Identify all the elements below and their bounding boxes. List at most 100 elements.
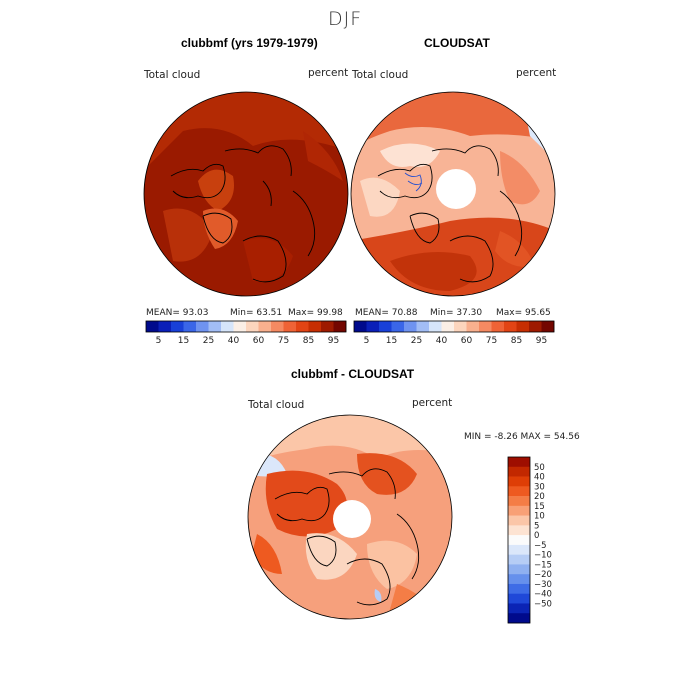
colorbar-tick-label: 60 [461, 336, 473, 346]
colorbar-tick-label: 10 [534, 512, 545, 522]
colorbar-swatch [308, 321, 322, 332]
colorbar-tick-label: 85 [303, 336, 314, 346]
colorbar-tick-label: 95 [536, 336, 547, 346]
colorbar-swatch [404, 321, 417, 332]
stat-max: Max= 99.98 [288, 308, 343, 318]
colorbar-swatch [508, 583, 530, 595]
colorbar-swatch [429, 321, 442, 332]
units-label: percent [308, 67, 349, 79]
panel-title-model: clubbmf (yrs 1979-1979) [181, 36, 318, 50]
stat-min: Min= 37.30 [430, 308, 483, 318]
colorbar-swatch [508, 564, 530, 575]
colorbar-swatch [258, 321, 272, 332]
colorbar-tick-label: −10 [534, 551, 552, 561]
colorbar-swatch [516, 321, 530, 332]
colorbar-swatch [541, 321, 555, 332]
colorbar-tick-label: 20 [534, 492, 545, 502]
colorbar-swatch [479, 321, 492, 332]
page-title: DJF [328, 8, 363, 30]
units-label: percent [516, 67, 557, 79]
colorbar-swatch [391, 321, 405, 332]
colorbar-swatch [183, 321, 197, 332]
colorbar-model: 5 15 25 40 60 75 85 95 [145, 320, 347, 346]
colorbar-swatch [271, 321, 284, 332]
colorbar-swatch [466, 321, 480, 332]
colorbar-swatch [508, 457, 530, 468]
colorbar-tick-label: 5 [534, 521, 539, 531]
colorbar-swatch [508, 603, 530, 614]
colorbar-tick-label: 95 [328, 336, 339, 346]
colorbar-swatch [454, 321, 467, 332]
colorbar-tick-label: −20 [534, 570, 552, 580]
colorbar-swatch [416, 321, 430, 332]
variable-label: Total cloud [352, 69, 409, 81]
colorbar-tick-label: 75 [486, 336, 497, 346]
stat-mean: MEAN= 70.88 [355, 308, 418, 318]
colorbar-tick-label: 40 [534, 473, 545, 483]
colorbar-swatch [321, 321, 334, 332]
colorbar-tick-label: 5 [156, 336, 162, 346]
colorbar-tick-label: 25 [411, 336, 422, 346]
colorbar-tick-label: −40 [534, 590, 552, 600]
colorbar-swatch [508, 574, 530, 585]
colorbar-tick-label: 75 [278, 336, 289, 346]
polar-map-diff [247, 414, 453, 620]
colorbar-tick-label: −30 [534, 580, 552, 590]
colorbar-swatch [508, 496, 530, 507]
variable-label: Total cloud [248, 399, 305, 411]
colorbar-swatch [508, 544, 530, 555]
colorbar-swatch [283, 321, 297, 332]
colorbar-swatch [491, 321, 505, 332]
colorbar-tick-label: 30 [534, 482, 545, 492]
colorbar-tick-label: 15 [178, 336, 189, 346]
polar-map-model [143, 91, 349, 297]
colorbar-tick-label: 50 [534, 463, 545, 473]
colorbar-tick-label: −15 [534, 560, 552, 570]
colorbar-swatch [508, 525, 530, 536]
colorbar-swatch [296, 321, 309, 332]
colorbar-swatch [508, 466, 530, 477]
variable-label: Total cloud [144, 69, 201, 81]
colorbar-swatch [146, 321, 159, 332]
colorbar-tick-label: 85 [511, 336, 522, 346]
colorbar-swatch [233, 321, 247, 332]
colorbar-swatch [366, 321, 380, 332]
colorbar-swatch [441, 321, 455, 332]
stat-minmax: MIN = -8.26 MAX = 54.56 [464, 432, 580, 442]
colorbar-tick-label: 40 [436, 336, 448, 346]
polar-map-obs [350, 91, 556, 297]
colorbar-swatch [504, 321, 517, 332]
colorbar-swatch [333, 321, 347, 332]
stat-max: Max= 95.65 [496, 308, 551, 318]
colorbar-swatch [158, 321, 172, 332]
colorbar-swatch [221, 321, 234, 332]
colorbar-swatch [508, 505, 530, 516]
colorbar-swatch [196, 321, 209, 332]
colorbar-tick-label: 5 [364, 336, 370, 346]
stat-mean: MEAN= 93.03 [146, 308, 209, 318]
colorbar-tick-label: −5 [534, 541, 547, 551]
colorbar-tick-label: 60 [253, 336, 265, 346]
colorbar-swatch [246, 321, 259, 332]
panel-title-diff: clubbmf - CLOUDSAT [291, 367, 415, 381]
colorbar-swatch [354, 321, 367, 332]
colorbar-swatch [379, 321, 392, 332]
colorbar-swatch [208, 321, 222, 332]
colorbar-swatch [508, 613, 530, 624]
colorbar-swatch [508, 554, 530, 565]
colorbar-tick-label: −50 [534, 599, 552, 609]
colorbar-swatch [171, 321, 184, 332]
colorbar-swatch [508, 486, 530, 497]
stat-min: Min= 63.51 [230, 308, 283, 318]
colorbar-swatch [508, 535, 530, 546]
colorbar-tick-label: 0 [534, 531, 539, 541]
colorbar-swatch [508, 593, 530, 604]
units-label: percent [412, 397, 453, 409]
colorbar-swatch [508, 515, 530, 526]
colorbar-tick-label: 15 [534, 502, 545, 512]
panel-title-obs: CLOUDSAT [424, 36, 490, 50]
colorbar-swatch [508, 476, 530, 487]
colorbar-tick-label: 40 [228, 336, 240, 346]
colorbar-swatch [529, 321, 542, 332]
